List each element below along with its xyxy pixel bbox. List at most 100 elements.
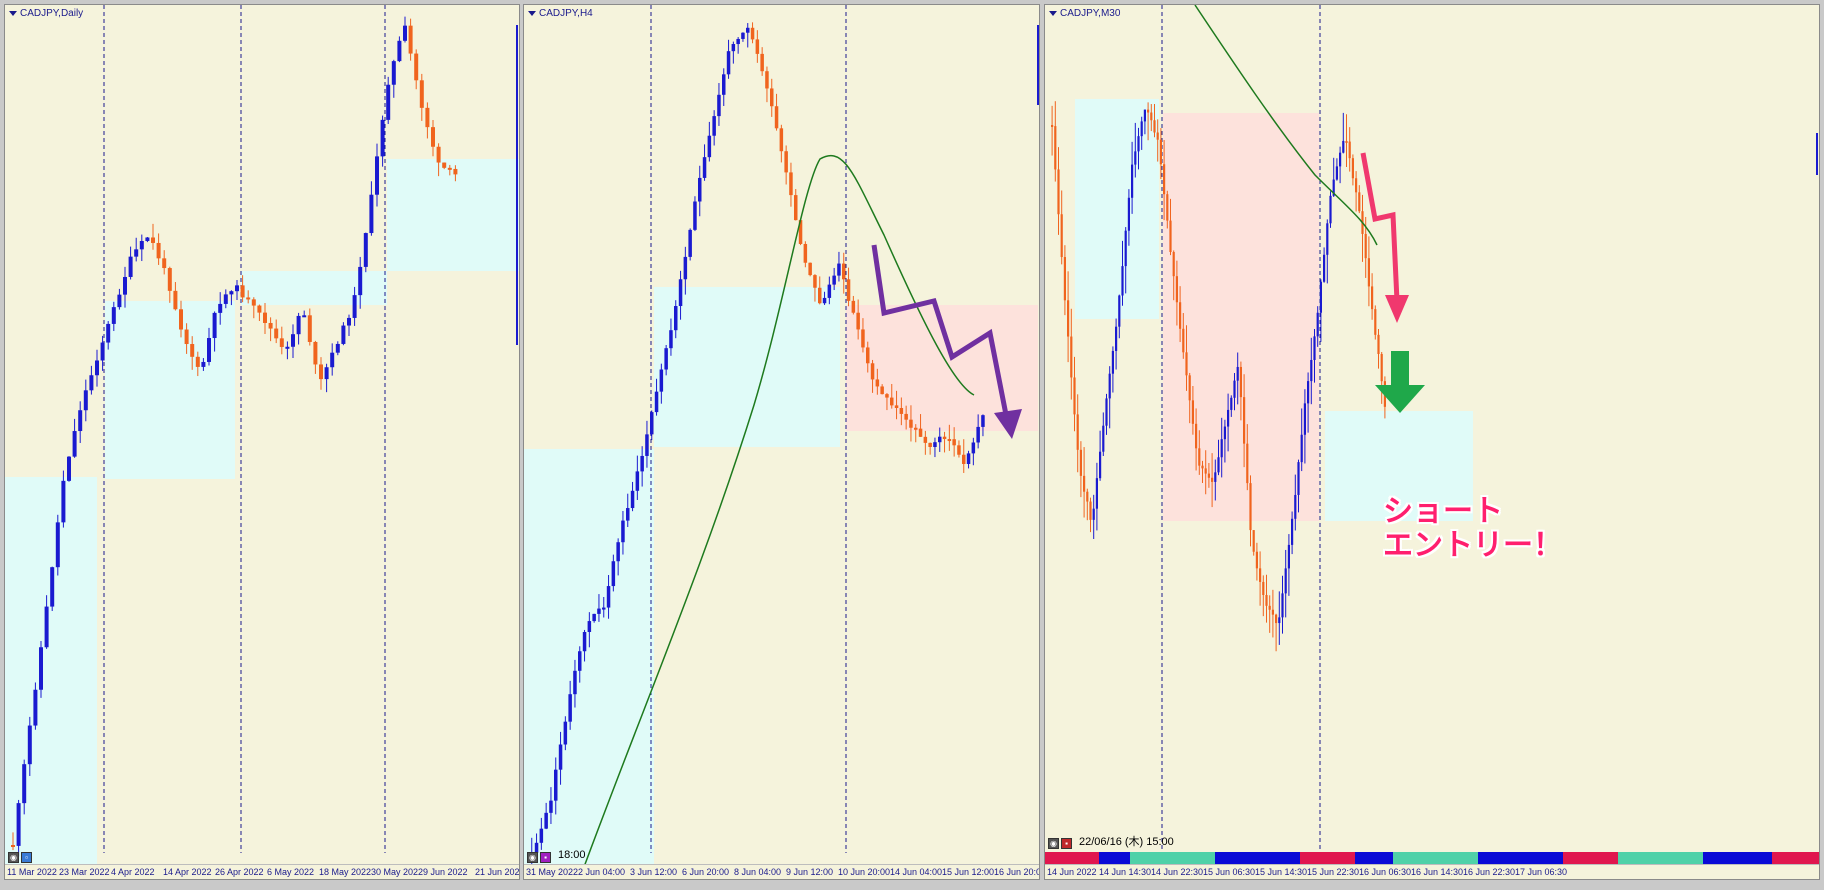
price-chart-h4[interactable] <box>524 5 1040 867</box>
entry-arrow-shaft <box>1391 351 1409 387</box>
candle-body <box>957 445 961 455</box>
candle-body <box>324 367 329 380</box>
candle-body <box>95 360 99 376</box>
candle-body <box>832 275 836 285</box>
candle-body <box>549 800 553 813</box>
candle-body <box>195 356 200 367</box>
candle-body <box>1243 397 1246 444</box>
candle-body <box>1204 468 1207 474</box>
candle-body <box>1345 140 1348 143</box>
candle-body <box>1348 141 1351 159</box>
zone-box <box>1163 113 1319 521</box>
candle-body <box>794 195 798 221</box>
candle-body <box>1147 109 1150 113</box>
candle-body <box>923 436 928 443</box>
candle-body <box>268 322 273 329</box>
candle-body <box>83 390 88 411</box>
x-tick-label: 6 May 2022 <box>267 867 315 877</box>
x-tick-label: 11 Mar 2022 <box>7 867 57 877</box>
x-tick-label: 3 Jun 12:00 <box>630 867 678 877</box>
candle-body <box>962 454 966 464</box>
eye-icon[interactable]: ◉ <box>1048 838 1059 849</box>
candle-body <box>347 317 351 326</box>
candle-body <box>1246 443 1249 484</box>
eye-icon[interactable]: ◉ <box>8 852 19 863</box>
price-chart-m30[interactable] <box>1045 5 1820 867</box>
candle-body <box>1095 478 1098 509</box>
candle-body <box>1342 140 1345 153</box>
candle-body <box>702 157 707 178</box>
chart-pane-m30[interactable]: CADJPY,M30 ショート エントリー！ ◉ ▪ 22/06/16 (木) … <box>1044 4 1820 880</box>
candle-body <box>726 51 731 75</box>
candle-body <box>1326 223 1329 255</box>
candle-body <box>592 613 596 622</box>
candle-body <box>207 338 211 362</box>
pane-menu-icon[interactable] <box>528 10 536 16</box>
candle-body <box>106 323 111 343</box>
chart-pane-h4[interactable]: CADJPY,H4 ◉ ▪ 18:00 31 May 2022 2 Jun 04… <box>523 4 1040 880</box>
candle-body <box>722 74 726 95</box>
candle-body <box>1275 614 1278 624</box>
candle-body <box>50 567 55 607</box>
candle-body <box>669 330 673 349</box>
candle-body <box>341 325 346 344</box>
candle-body <box>363 233 368 267</box>
time-marker: 18:00 <box>558 849 586 861</box>
candle-body <box>707 135 712 158</box>
pane-menu-icon[interactable] <box>9 10 17 16</box>
candle-body <box>279 338 284 347</box>
price-chart-daily[interactable] <box>5 5 520 867</box>
session-segment <box>1300 852 1355 864</box>
candle-body <box>442 162 447 168</box>
candle-body <box>1083 475 1086 492</box>
candle-body <box>846 279 851 301</box>
candle-body <box>1115 326 1118 351</box>
candle-body <box>717 94 721 117</box>
candle-body <box>731 44 736 52</box>
close-icon[interactable]: ▪ <box>1061 838 1072 849</box>
x-axis-m30: 14 Jun 2022 14 Jun 14:30 14 Jun 22:30 15… <box>1045 864 1819 879</box>
candle-body <box>380 119 385 157</box>
candle-body <box>1214 472 1217 482</box>
candle-body <box>606 586 611 608</box>
window-icon[interactable]: ▫ <box>21 852 32 863</box>
candle-body <box>1159 139 1162 165</box>
x-tick-label: 16 Jun 20:00 <box>994 867 1039 877</box>
candle-body <box>966 453 971 464</box>
candle-body <box>1201 465 1204 469</box>
candle-body <box>246 297 251 300</box>
candle-body <box>1332 179 1335 196</box>
candle-body <box>630 490 635 509</box>
indicator-icon[interactable]: ▪ <box>540 852 551 863</box>
candle-body <box>1134 151 1137 165</box>
candle-body <box>1169 220 1172 252</box>
x-tick-label: 16 Jun 14:30 <box>1411 867 1464 877</box>
x-tick-label: 23 Mar 2022 <box>59 867 110 877</box>
x-tick-label: 16 Jun 22:30 <box>1463 867 1516 877</box>
x-tick-label: 8 Jun 04:00 <box>734 867 782 877</box>
candle-body <box>1089 501 1092 520</box>
candle-body <box>568 694 572 722</box>
candle-body <box>296 315 301 335</box>
candle-body <box>11 845 15 847</box>
candle-body <box>674 306 678 331</box>
candle-body <box>779 128 784 152</box>
x-tick-label: 14 Jun 22:30 <box>1151 867 1204 877</box>
eye-icon[interactable]: ◉ <box>527 852 538 863</box>
x-axis-daily: 11 Mar 2022 23 Mar 2022 4 Apr 2022 14 Ap… <box>5 864 519 879</box>
candle-body <box>1371 286 1374 310</box>
candle-body <box>1233 380 1236 398</box>
pane-menu-icon[interactable] <box>1049 10 1057 16</box>
candle-body <box>403 25 407 41</box>
chart-pane-daily[interactable]: CADJPY,Daily ◉ ▫ 11 Mar 2022 23 Mar 2022… <box>4 4 520 880</box>
candle-body <box>981 415 985 427</box>
candle-body <box>1230 397 1233 410</box>
session-segment <box>1617 852 1703 864</box>
candle-body <box>818 287 822 304</box>
candle-body <box>1319 281 1322 313</box>
session-segment <box>1393 852 1479 864</box>
candle-body <box>1195 423 1198 449</box>
candle-body <box>683 256 688 280</box>
zone-box <box>524 449 654 867</box>
short-entry-annotation: ショート エントリー！ <box>1383 495 1563 563</box>
